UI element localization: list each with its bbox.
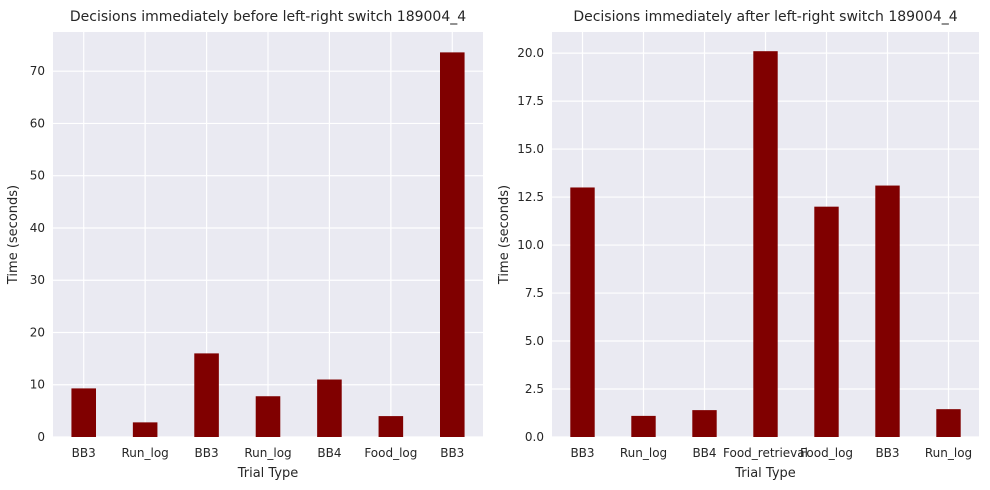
bar (194, 353, 219, 437)
bar (814, 206, 839, 437)
bar (317, 379, 342, 437)
x-tick-label: Run_log (925, 446, 972, 460)
x-tick-label: Food_log (364, 446, 417, 460)
y-tick-label: 50 (30, 169, 45, 183)
x-tick-label: Food_log (800, 446, 853, 460)
y-tick-label: 12.5 (517, 190, 544, 204)
chart-title-after: Decisions immediately after left-right s… (573, 9, 957, 25)
y-tick-label: 40 (30, 221, 45, 235)
bar (631, 415, 656, 437)
y-tick-label: 30 (30, 273, 45, 287)
x-tick-label: BB4 (317, 446, 341, 460)
x-tick-label: BB4 (692, 446, 716, 460)
y-axis-label-after: Time (seconds) (497, 185, 512, 285)
y-tick-label: 70 (30, 64, 45, 78)
y-tick-label: 17.5 (517, 94, 544, 108)
y-tick-label: 20.0 (517, 46, 544, 60)
x-axis-label-after: Trial Type (734, 466, 796, 481)
y-tick-label: 60 (30, 116, 45, 130)
bar (875, 185, 900, 437)
y-tick-label: 5.0 (525, 334, 544, 348)
y-tick-label: 2.5 (525, 382, 544, 396)
x-tick-label: BB3 (195, 446, 219, 460)
bar (378, 416, 404, 437)
x-tick-label: BB3 (570, 446, 594, 460)
bar (570, 187, 595, 437)
y-tick-label: 7.5 (525, 286, 544, 300)
bar (71, 388, 96, 437)
x-tick-label: BB3 (875, 446, 899, 460)
y-tick-label: 10.0 (517, 238, 544, 252)
x-tick-label: BB3 (440, 446, 464, 460)
x-tick-label: BB3 (72, 446, 96, 460)
x-tick-label: Run_log (121, 446, 168, 460)
bar (753, 51, 778, 438)
bar (255, 396, 281, 437)
chart-before-switch: BB3 Run_log BB3 Run_log BB4 Food_log BB3 0 10 20… (6, 9, 483, 481)
y-tick-label: 15.0 (517, 142, 544, 156)
y-tick-label: 10 (30, 378, 45, 392)
bar (440, 52, 465, 437)
y-tick-labels-before: 0 10 20 30 40 50 60 70 (30, 64, 45, 444)
y-tick-label: 20 (30, 325, 45, 339)
bar (936, 409, 961, 437)
bar (132, 422, 158, 437)
x-tick-labels-before: BB3 Run_log BB3 Run_log BB4 Food_log BB3 (72, 446, 465, 460)
x-tick-label: Food_retrieval (723, 446, 808, 460)
x-tick-label: Run_log (620, 446, 667, 460)
chart-title-before: Decisions immediately before left-right … (70, 9, 466, 25)
y-tick-label: 0 (37, 430, 45, 444)
y-axis-label-before: Time (seconds) (6, 185, 21, 285)
bars-after (570, 51, 961, 438)
y-tick-label: 0.0 (525, 430, 544, 444)
bars-before (71, 52, 465, 437)
x-tick-label: Run_log (244, 446, 291, 460)
x-axis-label-before: Trial Type (237, 466, 299, 481)
y-tick-labels-after: 0.0 2.5 5.0 7.5 10.0 12.5 15.0 17.5 20.0 (517, 46, 544, 444)
bar (692, 410, 717, 437)
